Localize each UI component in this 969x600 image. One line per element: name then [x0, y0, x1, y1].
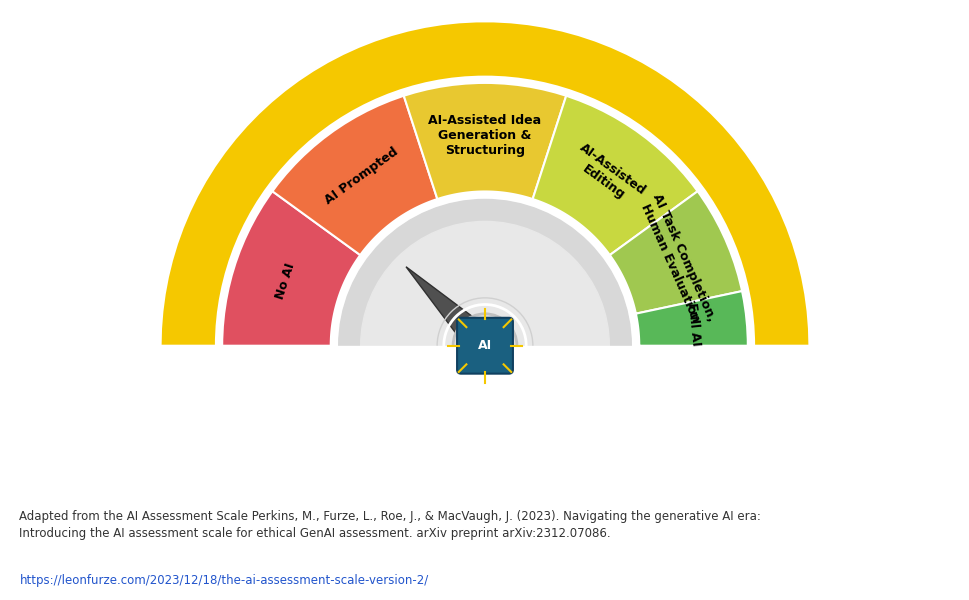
- Polygon shape: [219, 190, 359, 346]
- Polygon shape: [406, 267, 496, 357]
- Polygon shape: [636, 290, 750, 346]
- Text: AI Prompted: AI Prompted: [322, 145, 400, 206]
- Text: Adapted from the AI Assessment Scale Perkins, M., Furze, L., Roe, J., & MacVaugh: Adapted from the AI Assessment Scale Per…: [19, 510, 761, 540]
- Text: https://leonfurze.com/2023/12/18/the-ai-assessment-scale-version-2/: https://leonfurze.com/2023/12/18/the-ai-…: [19, 574, 428, 587]
- FancyBboxPatch shape: [456, 318, 513, 374]
- Circle shape: [453, 314, 516, 377]
- Polygon shape: [532, 93, 700, 255]
- Circle shape: [338, 199, 631, 492]
- Polygon shape: [402, 80, 567, 199]
- Text: AI-Assisted Idea
Generation &
Structuring: AI-Assisted Idea Generation & Structurin…: [428, 114, 541, 157]
- Text: AI: AI: [478, 339, 491, 352]
- Circle shape: [360, 221, 609, 470]
- Text: No AI: No AI: [273, 261, 297, 301]
- Polygon shape: [610, 190, 744, 314]
- Polygon shape: [269, 93, 437, 255]
- Polygon shape: [161, 22, 808, 346]
- Text: AI-Assisted
Editing: AI-Assisted Editing: [568, 142, 647, 210]
- Bar: [140, 346, 829, 505]
- Text: AI Task Completion,
Human Evaluation: AI Task Completion, Human Evaluation: [636, 191, 717, 329]
- Text: Full AI: Full AI: [684, 301, 702, 346]
